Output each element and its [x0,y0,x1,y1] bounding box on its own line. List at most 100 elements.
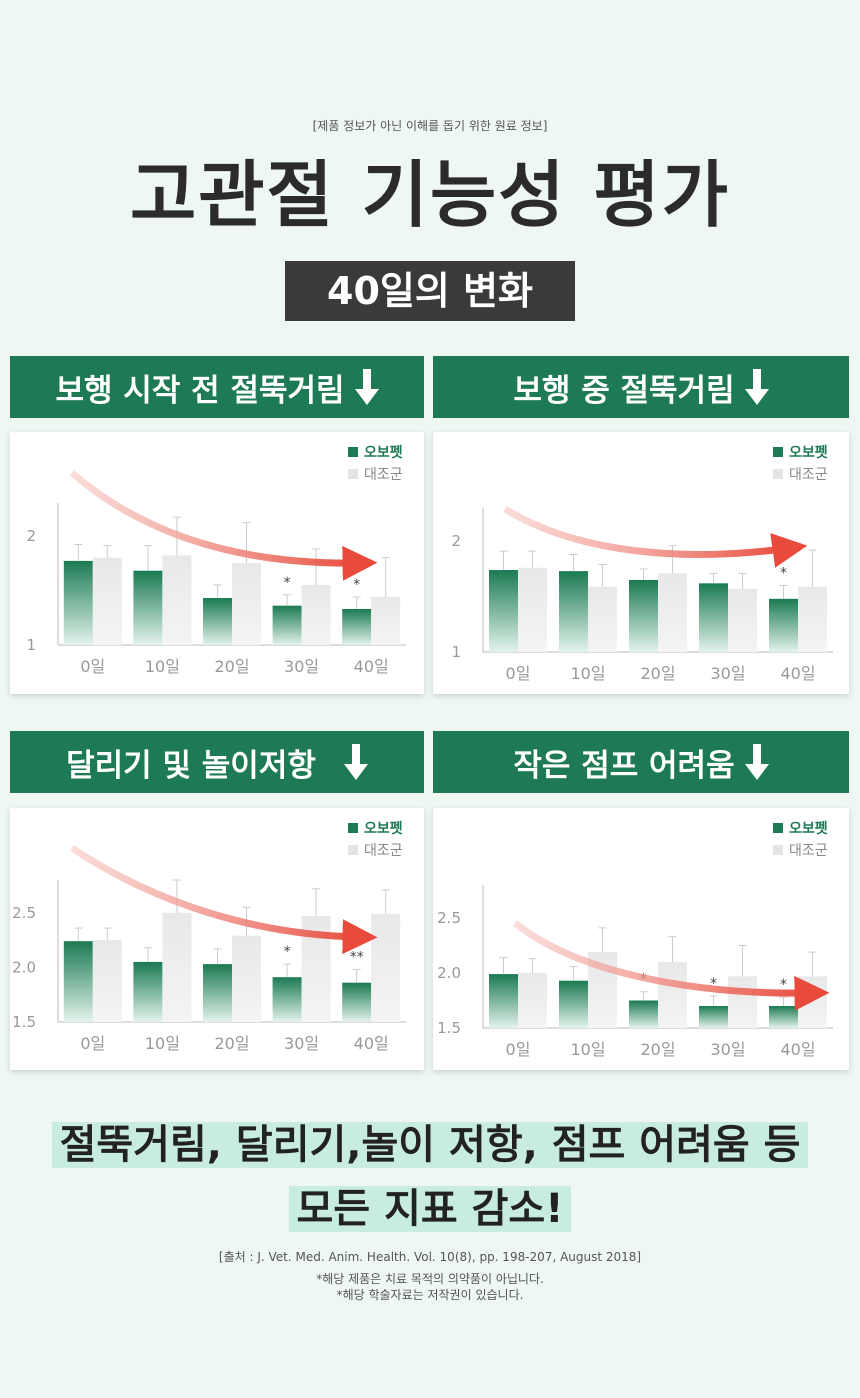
x-tick-label: 40일 [780,1040,815,1059]
conclusion-text-2: 모든 지표 감소! [288,1186,572,1232]
x-tick-label: 20일 [640,664,675,683]
product-bar [272,977,302,1022]
x-tick-label: 40일 [354,1034,389,1053]
control-bar [588,586,617,652]
y-tick-label: 1 [451,643,461,661]
source-citation: [출처 : J. Vet. Med. Anim. Health. Vol. 10… [218,1250,642,1264]
x-tick-label: 0일 [80,1034,105,1053]
control-bar [728,976,757,1028]
x-tick-label: 10일 [570,664,605,683]
control-bar [658,962,687,1028]
product-bar [489,974,518,1028]
control-bar [518,567,547,652]
product-bar [203,964,232,1022]
legend-label-product: 오보펫 [364,444,403,461]
y-tick-label: 1.5 [12,1013,36,1031]
significance-mark: * [284,944,291,960]
product-bar [769,1006,798,1028]
legend-label-control: 대조군 [789,467,828,483]
legend-swatch-control [773,845,783,855]
x-tick-label: 0일 [506,1040,531,1059]
legend-swatch-control [348,845,358,855]
legend-swatch-control [348,469,358,479]
x-tick-label: 20일 [640,1040,675,1059]
legend-label-control: 대조군 [364,467,403,483]
x-tick-label: 40일 [354,657,389,676]
product-bar [342,982,372,1022]
conclusion-line-1: 절뚝거림, 달리기,놀이 저항, 점프 어려움 등 [0,1112,860,1170]
significance-mark: * [353,577,360,593]
y-tick-label: 2.0 [437,964,461,982]
control-bar [371,596,401,645]
control-bar [798,586,827,652]
down-arrow-icon [744,744,769,780]
control-bar [728,588,757,652]
chart-card-4: 2.5 2.0 1.5 0일 10일 * 20일 * 30일 * 40일 오보펫 대조군 [433,808,849,1070]
conclusion-line-2: 모든 지표 감소! [0,1176,860,1234]
panel-title-4: 작은 점프 어려움 [513,747,735,784]
panel-title-3: 달리기 및 놀이저항 [66,747,316,784]
significance-mark: * [780,977,787,993]
trend-arrow [69,470,378,581]
panel-banner-4: 작은 점프 어려움 [433,731,849,793]
conclusion-text-1: 절뚝거림, 달리기,놀이 저항, 점프 어려움 등 [51,1122,809,1168]
trend-arrow [70,845,378,955]
control-bar [658,573,687,652]
product-bar [559,980,588,1028]
panel-banner-3: 달리기 및 놀이저항 [10,731,424,793]
x-tick-label: 10일 [145,657,180,676]
page-title: 고관절 기능성 평가 [129,153,731,237]
x-tick-label: 10일 [145,1034,180,1053]
significance-mark: ** [350,950,364,966]
significance-mark: * [710,976,717,992]
legend-swatch-product [773,447,783,457]
control-bar [162,912,192,1022]
x-tick-label: 30일 [284,657,319,676]
x-tick-label: 0일 [506,664,531,683]
product-bar [559,571,588,652]
product-bar [629,1000,658,1028]
y-tick-label: 2.5 [12,904,36,922]
control-bar [518,973,547,1028]
x-tick-label: 0일 [80,657,105,676]
control-bar [371,913,401,1022]
product-bar [342,608,372,645]
legend-label-product: 오보펫 [364,820,403,837]
y-tick-label: 1.5 [437,1019,461,1037]
control-bar [798,976,827,1028]
control-bar [301,584,331,645]
y-tick-label: 2.5 [437,909,461,927]
legend-label-control: 대조군 [364,843,403,859]
product-bar [63,560,93,645]
y-tick-label: 1 [26,636,36,654]
x-tick-label: 40일 [780,664,815,683]
x-tick-label: 10일 [570,1040,605,1059]
control-bar [92,940,122,1022]
disclaimer-text: [제품 정보가 아닌 이해를 돕기 위한 원료 정보] [312,119,548,133]
product-bar [133,570,163,645]
product-bar [63,941,93,1022]
trend-arrow [503,506,808,568]
product-bar [203,598,232,645]
panel-title-2: 보행 중 절뚝거림 [513,372,735,409]
product-bar [133,961,163,1022]
y-tick-label: 2 [26,527,36,545]
legend-swatch-control [773,469,783,479]
control-bar [162,555,192,645]
down-arrow-icon [354,369,379,405]
x-tick-label: 30일 [284,1034,319,1053]
product-bar [699,1006,728,1028]
product-bar [629,580,658,652]
control-bar [232,563,261,645]
panel-banner-1: 보행 시작 전 절뚝거림 [10,356,424,418]
page-subtitle: 40일의 변화 [285,261,575,321]
product-bar [272,605,302,645]
x-tick-label: 20일 [214,657,249,676]
source-note-2: *해당 학술자료는 저작권이 있습니다. [336,1288,524,1302]
product-bar [489,570,518,652]
legend-swatch-product [348,823,358,833]
x-tick-label: 30일 [710,1040,745,1059]
